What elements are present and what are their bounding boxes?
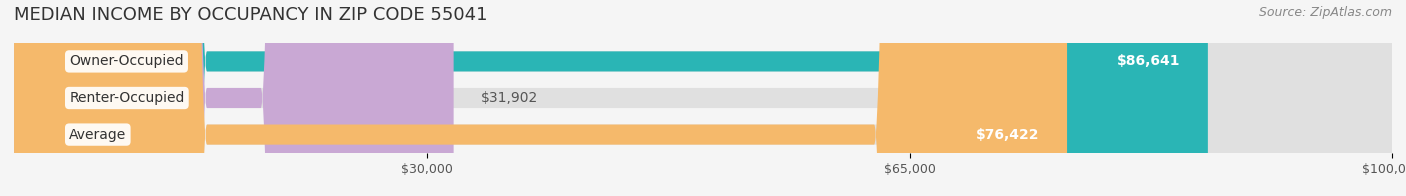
FancyBboxPatch shape: [14, 0, 454, 196]
Text: $76,422: $76,422: [976, 128, 1039, 142]
Text: Average: Average: [69, 128, 127, 142]
FancyBboxPatch shape: [14, 0, 1067, 196]
FancyBboxPatch shape: [14, 0, 1392, 196]
Text: Renter-Occupied: Renter-Occupied: [69, 91, 184, 105]
FancyBboxPatch shape: [14, 0, 1392, 196]
FancyBboxPatch shape: [14, 0, 1208, 196]
Text: $86,641: $86,641: [1116, 54, 1180, 68]
FancyBboxPatch shape: [14, 0, 1392, 196]
Text: MEDIAN INCOME BY OCCUPANCY IN ZIP CODE 55041: MEDIAN INCOME BY OCCUPANCY IN ZIP CODE 5…: [14, 6, 488, 24]
Text: $31,902: $31,902: [481, 91, 538, 105]
Text: Owner-Occupied: Owner-Occupied: [69, 54, 184, 68]
Text: Source: ZipAtlas.com: Source: ZipAtlas.com: [1258, 6, 1392, 19]
